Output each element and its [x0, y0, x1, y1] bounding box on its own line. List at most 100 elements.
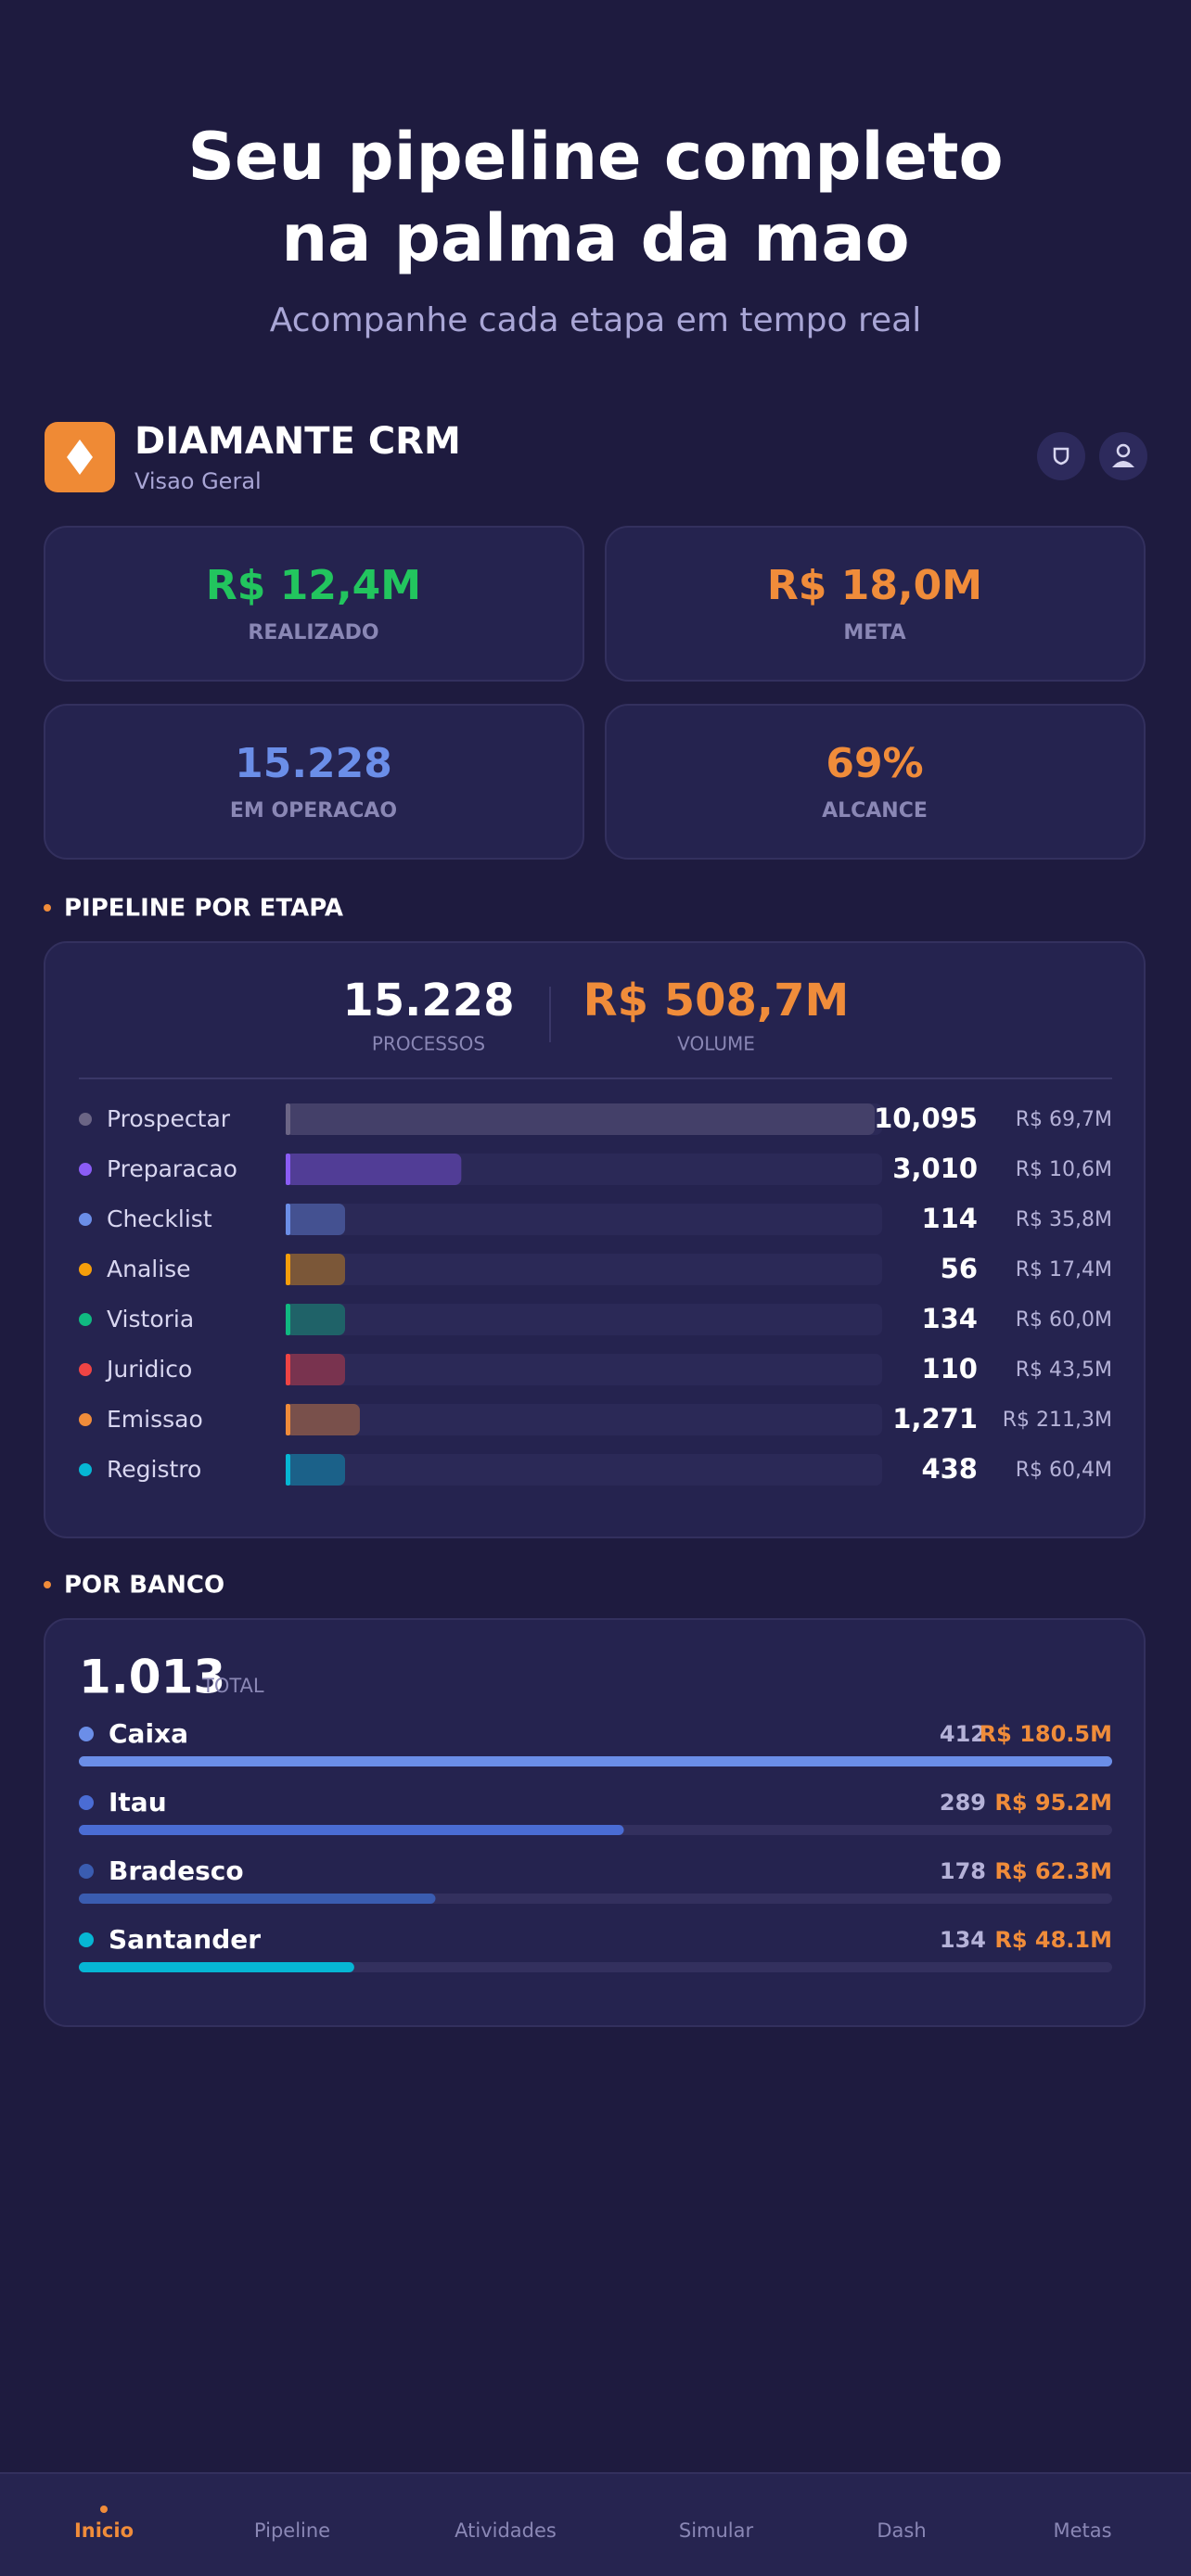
- bank-count: 412: [940, 1721, 986, 1747]
- bank-dot: [79, 1795, 94, 1810]
- bar-track: [286, 1354, 882, 1385]
- stage-bar-accent: [286, 1254, 290, 1285]
- stage-name: Emissao: [107, 1406, 203, 1433]
- stat-value: R$ 18,0M: [767, 562, 982, 609]
- bank-bar: [79, 1756, 1112, 1766]
- logo-diamond: [67, 440, 93, 475]
- stage-count: 1,271: [892, 1403, 978, 1435]
- stage-dot: [79, 1213, 92, 1226]
- processes-count: 15.228: [342, 975, 514, 1027]
- stage-name: Registro: [107, 1456, 201, 1483]
- stage-count: 56: [941, 1253, 978, 1284]
- stage-bar-accent: [286, 1304, 290, 1335]
- stage-bar: [286, 1354, 345, 1385]
- hero-title: na palma da mao: [281, 200, 909, 276]
- nav-item[interactable]: Metas: [1053, 2519, 1111, 2542]
- stage-bar: [286, 1254, 345, 1285]
- hero-subtitle: Acompanhe cada etapa em tempo real: [270, 301, 921, 339]
- stage-count: 10,095: [874, 1103, 978, 1134]
- nav-item[interactable]: Simular: [679, 2519, 754, 2542]
- stage-name: Juridico: [105, 1356, 192, 1383]
- bank-bar: [79, 1825, 624, 1835]
- stage-bar-accent: [286, 1204, 290, 1235]
- stage-bar: [286, 1154, 462, 1185]
- stage-dot: [79, 1263, 92, 1276]
- stage-volume: R$ 60,0M: [1016, 1308, 1112, 1332]
- stat-label: EM OPERACAO: [230, 799, 397, 823]
- stage-bar-accent: [286, 1404, 290, 1435]
- stage-volume: R$ 43,5M: [1016, 1358, 1112, 1382]
- stage-bar: [286, 1404, 360, 1435]
- bar-track: [286, 1103, 882, 1135]
- bottom-nav: [0, 2473, 1191, 2576]
- stage-count: 3,010: [892, 1153, 978, 1184]
- stage-name: Analise: [107, 1256, 191, 1282]
- banks-card: [44, 1618, 1146, 2027]
- bar-track: [286, 1254, 882, 1285]
- active-indicator: [100, 2506, 108, 2513]
- stat-value: 69%: [826, 740, 923, 787]
- banks-total: 1.013: [79, 1651, 225, 1704]
- stage-volume: R$ 10,6M: [1016, 1158, 1112, 1181]
- bank-name: Bradesco: [109, 1855, 244, 1886]
- bank-volume: R$ 48.1M: [994, 1927, 1112, 1953]
- bar-track: [286, 1304, 882, 1335]
- user-icon: [1112, 461, 1134, 467]
- stage-volume: R$ 35,8M: [1016, 1208, 1112, 1231]
- bank-bar: [79, 1894, 436, 1904]
- stage-dot: [79, 1413, 92, 1426]
- stage-volume: R$ 211,3M: [1003, 1409, 1112, 1432]
- stage-name: Vistoria: [107, 1306, 194, 1333]
- stage-volume: R$ 69,7M: [1016, 1108, 1112, 1131]
- stat-label: META: [843, 621, 905, 644]
- stage-name: Prospectar: [107, 1105, 231, 1132]
- bar-track: [286, 1154, 882, 1185]
- bank-volume: R$ 62.3M: [994, 1858, 1112, 1884]
- bank-volume: R$ 180.5M: [980, 1721, 1112, 1747]
- bar-track: [286, 1454, 882, 1486]
- stage-dot: [79, 1463, 92, 1476]
- user-icon: [1116, 443, 1131, 458]
- section-dot: [44, 1581, 51, 1588]
- stage-bar-accent: [286, 1154, 290, 1185]
- bank-count: 289: [940, 1790, 986, 1816]
- stage-bar-accent: [286, 1454, 290, 1486]
- stage-bar-accent: [286, 1103, 290, 1135]
- nav-item[interactable]: Pipeline: [254, 2519, 330, 2542]
- section-title: POR BANCO: [64, 1572, 224, 1600]
- stage-count: 114: [921, 1203, 978, 1234]
- volume-total: R$ 508,7M: [583, 975, 850, 1027]
- stat-card: [605, 704, 1146, 860]
- stage-count: 134: [921, 1303, 978, 1334]
- stage-bar: [286, 1304, 345, 1335]
- stage-dot: [79, 1313, 92, 1326]
- stage-count: 438: [921, 1453, 978, 1485]
- stage-bar-accent: [286, 1354, 290, 1385]
- volume-label: VOLUME: [677, 1033, 755, 1055]
- banks-total-label: TOTAL: [201, 1675, 264, 1697]
- processes-label: PROCESSOS: [372, 1033, 485, 1055]
- stat-card: [605, 526, 1146, 682]
- hero-title: Seu pipeline completo: [187, 119, 1003, 195]
- app-subtitle: Visao Geral: [134, 468, 262, 494]
- nav-item[interactable]: Inicio: [74, 2519, 134, 2542]
- stat-card: [44, 704, 584, 860]
- nav-item[interactable]: Dash: [877, 2519, 926, 2542]
- stat-label: ALCANCE: [822, 799, 928, 823]
- bank-dot: [79, 1727, 94, 1741]
- pipeline-card: [44, 941, 1146, 1538]
- stat-value: R$ 12,4M: [206, 562, 421, 609]
- bank-name: Santander: [109, 1924, 261, 1955]
- nav-item[interactable]: Atividades: [455, 2519, 557, 2542]
- bell-icon: [1053, 447, 1069, 465]
- stage-bar: [286, 1454, 345, 1486]
- notification-button[interactable]: [1037, 432, 1085, 480]
- bank-dot: [79, 1864, 94, 1879]
- stage-count: 110: [921, 1353, 978, 1384]
- section-title: PIPELINE POR ETAPA: [64, 895, 343, 923]
- stage-dot: [79, 1113, 92, 1126]
- stage-name: Checklist: [107, 1205, 212, 1232]
- stage-volume: R$ 17,4M: [1016, 1258, 1112, 1282]
